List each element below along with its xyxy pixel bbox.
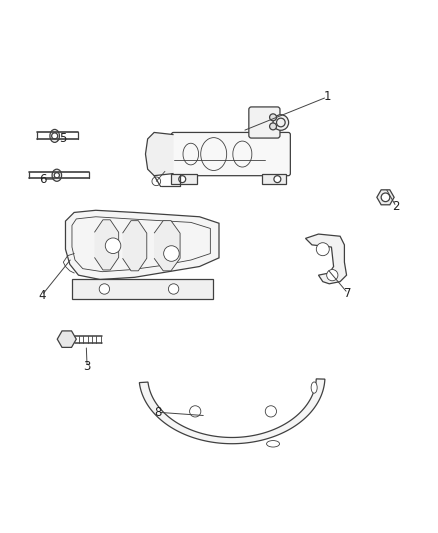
Ellipse shape	[267, 441, 279, 447]
Circle shape	[274, 176, 281, 183]
Polygon shape	[66, 211, 219, 279]
Polygon shape	[145, 132, 173, 176]
Polygon shape	[95, 220, 119, 270]
Ellipse shape	[311, 382, 317, 393]
Circle shape	[168, 284, 179, 294]
Polygon shape	[262, 174, 286, 184]
Text: 4: 4	[38, 289, 46, 302]
Circle shape	[105, 238, 121, 254]
Text: 5: 5	[59, 132, 66, 145]
Circle shape	[273, 115, 289, 130]
Circle shape	[99, 284, 110, 294]
Ellipse shape	[50, 130, 60, 142]
Circle shape	[265, 406, 276, 417]
Circle shape	[179, 176, 186, 183]
Polygon shape	[171, 174, 198, 184]
FancyBboxPatch shape	[72, 279, 212, 299]
Text: 3: 3	[83, 360, 91, 373]
Circle shape	[164, 246, 179, 261]
Circle shape	[54, 173, 60, 178]
Circle shape	[270, 114, 276, 121]
Text: 6: 6	[39, 173, 46, 185]
Circle shape	[327, 270, 338, 281]
Circle shape	[316, 243, 329, 256]
Polygon shape	[123, 221, 147, 271]
Polygon shape	[305, 234, 346, 284]
Circle shape	[190, 406, 201, 417]
Ellipse shape	[52, 169, 62, 181]
Text: 2: 2	[392, 200, 400, 213]
FancyBboxPatch shape	[171, 132, 290, 176]
Polygon shape	[154, 221, 180, 271]
Text: 8: 8	[154, 406, 161, 419]
Polygon shape	[139, 379, 325, 443]
FancyBboxPatch shape	[249, 107, 280, 138]
Circle shape	[381, 193, 390, 201]
Text: 1: 1	[323, 91, 331, 103]
Circle shape	[52, 133, 58, 139]
Circle shape	[270, 123, 276, 130]
Text: 7: 7	[344, 287, 352, 300]
